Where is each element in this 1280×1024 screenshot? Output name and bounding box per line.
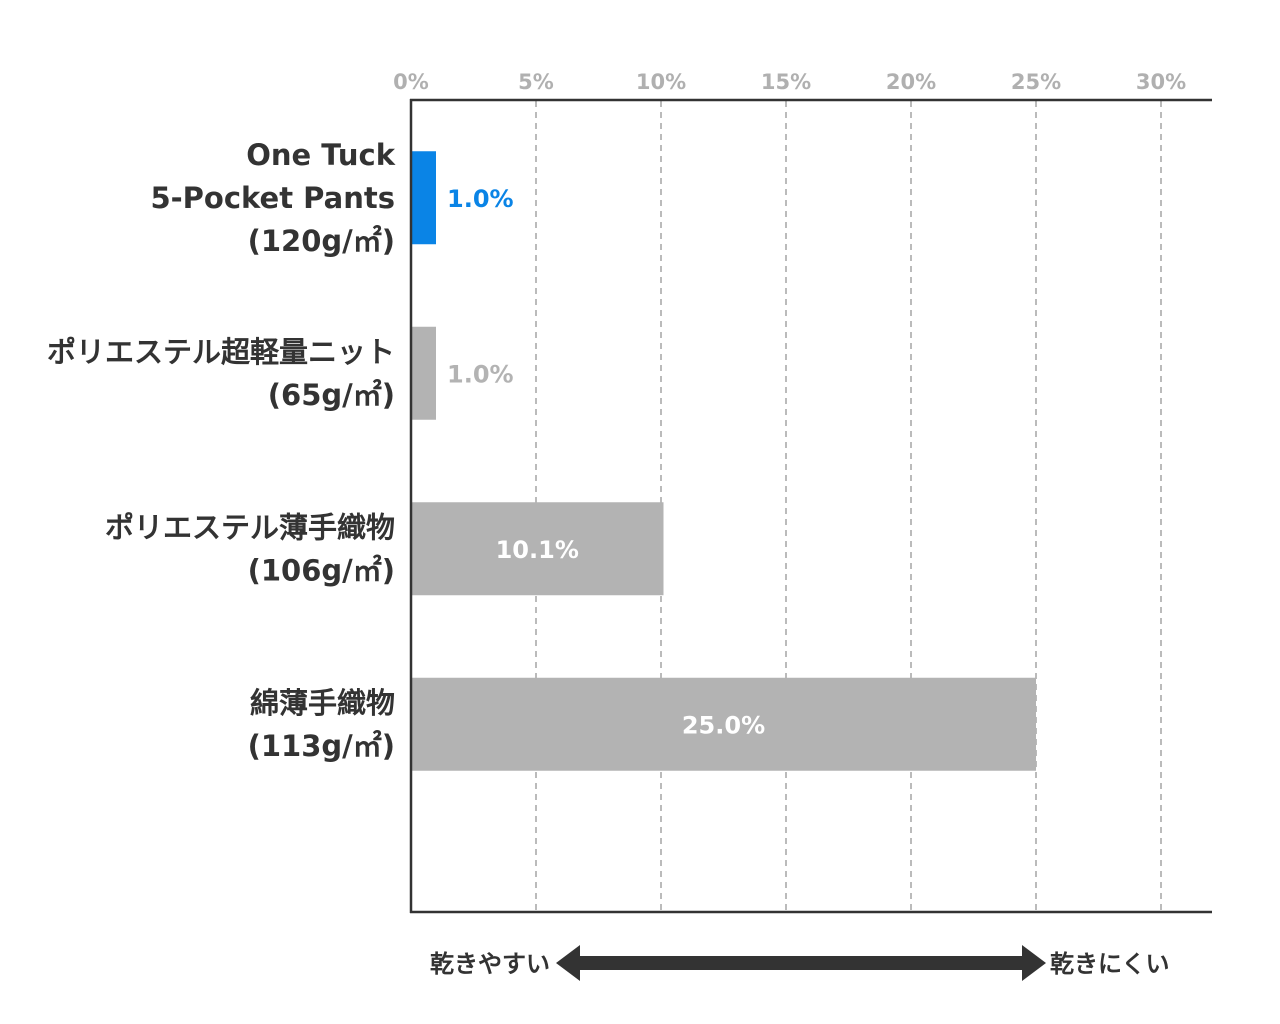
category-label-line: One Tuck — [246, 138, 395, 172]
tick-label: 15% — [761, 70, 811, 94]
category-label-line: (65g/㎡) — [268, 378, 395, 412]
bar — [411, 151, 436, 245]
tick-label: 20% — [886, 70, 936, 94]
category-label-line: 綿薄手織物 — [250, 686, 395, 720]
category-label: 綿薄手織物 (113g/㎡) — [248, 686, 395, 763]
bar — [411, 326, 436, 420]
category-label: ポリエステル超軽量ニット (65g/㎡) — [47, 335, 395, 412]
value-label: 1.0% — [447, 185, 514, 213]
tick-labels: 0% 5% 10% 15% 20% 25% 30% — [393, 70, 1186, 94]
bars: 1.0% 1.0% 10.1% 25.0% — [411, 151, 1036, 771]
category-label: One Tuck 5-Pocket Pants (120g/㎡) — [150, 138, 395, 258]
category-label-line: (113g/㎡) — [248, 729, 395, 763]
value-label: 25.0% — [682, 711, 765, 739]
tick-label: 5% — [518, 70, 554, 94]
tick-label: 0% — [393, 70, 429, 94]
value-label: 10.1% — [496, 536, 579, 564]
category-label-line: ポリエステル超軽量ニット — [47, 335, 395, 369]
double-arrow-icon — [556, 945, 1046, 981]
tick-label: 25% — [1011, 70, 1061, 94]
axes — [409, 98, 1212, 914]
value-label: 1.0% — [447, 360, 514, 388]
tick-label: 10% — [636, 70, 686, 94]
bar — [411, 502, 664, 596]
tick-label: 30% — [1136, 70, 1186, 94]
grid-layer — [535, 101, 1162, 911]
category-label: ポリエステル薄手織物 (106g/㎡) — [105, 510, 395, 587]
drying-arrow: 乾きやすい 乾きにくい — [430, 945, 1170, 981]
category-label-line: (120g/㎡) — [248, 224, 395, 258]
category-label-line: ポリエステル薄手織物 — [105, 510, 395, 544]
category-label-line: 5-Pocket Pants — [150, 181, 395, 215]
arrow-left-label: 乾きやすい — [430, 950, 550, 978]
arrow-right-label: 乾きにくい — [1050, 950, 1170, 978]
category-label-line: (106g/㎡) — [248, 553, 395, 587]
bar — [411, 677, 1036, 771]
category-labels: One Tuck 5-Pocket Pants (120g/㎡) ポリエステル超軽量ニ… — [47, 138, 396, 763]
